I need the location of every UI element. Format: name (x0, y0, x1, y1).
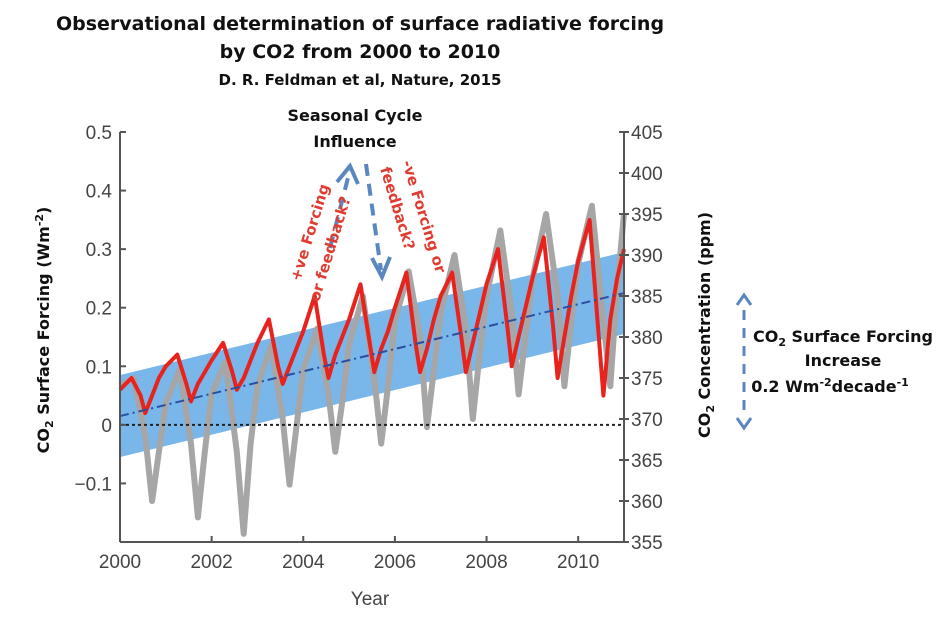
y-left-tick-label: 0.1 (86, 357, 112, 378)
concentration-series-layer (118, 202, 627, 537)
increase-line3: 0.2 Wm-2decade-1 (751, 376, 909, 396)
trend-line-layer (119, 292, 625, 418)
y-left-tick-label: −0.1 (74, 474, 112, 495)
forcing-series-line (118, 217, 626, 416)
y-right-tick-label: 365 (631, 451, 663, 472)
down-arrow-shaft (364, 163, 383, 271)
y-right-tick-label: 405 (631, 123, 663, 144)
increase-annotation: CO2 Surface Forcing Increase 0.2 Wm-2dec… (735, 292, 933, 431)
y-left-tick-label: 0.3 (86, 240, 112, 261)
x-tick-label: 2000 (99, 552, 141, 573)
increase-arrow-up-icon (735, 292, 753, 306)
y-left-tick-label: 0.5 (86, 123, 112, 144)
y-left-tick-label: 0.2 (86, 299, 112, 320)
increase-arrow-down-icon (735, 417, 753, 431)
increase-line2: Increase (805, 351, 882, 370)
seasonal-cycle-label-line2: Influence (313, 132, 396, 151)
axes-layer: −0.1 0 0.1 0.2 0.3 0.4 0.5 355 360 365 370 375 380 38… (74, 123, 662, 573)
y-right-tick-label: 400 (631, 164, 663, 185)
seasonal-arrows (328, 162, 392, 282)
positive-forcing-annotation: +ve Forcing or feedback? (287, 182, 355, 304)
x-tick-label: 2008 (465, 552, 507, 573)
up-arrow-head-icon (335, 162, 360, 185)
y-right-tick-label: 385 (631, 287, 663, 308)
seasonal-cycle-label-line1: Seasonal Cycle (288, 106, 423, 125)
y-left-tick-label: 0 (101, 416, 112, 437)
x-tick-label: 2004 (282, 552, 325, 573)
y-axis-left-label: CO2 Surface Forcing (Wm-2) (33, 207, 56, 454)
citation: D. R. Feldman et al, Nature, 2015 (219, 71, 502, 89)
x-tick-label: 2010 (557, 552, 599, 573)
x-tick-label: 2006 (374, 552, 416, 573)
trend-line (119, 292, 625, 418)
y-right-tick-label: 375 (631, 369, 663, 390)
x-axis-label: Year (351, 589, 390, 610)
forcing-series-layer (118, 217, 626, 416)
y-right-tick-label: 395 (631, 205, 663, 226)
y-right-tick-label: 355 (631, 533, 663, 554)
y-left-tick-label: 0.4 (86, 182, 113, 203)
y-right-tick-label: 370 (631, 410, 663, 431)
y-right-tick-label: 380 (631, 328, 663, 349)
increase-line1: CO2 Surface Forcing (753, 327, 933, 349)
y-right-tick-label: 390 (631, 246, 663, 267)
y-axis-right-label: CO2 Concentration (ppm) (695, 212, 717, 438)
x-tick-label: 2002 (190, 552, 232, 573)
down-arrow-head-icon (370, 256, 392, 282)
concentration-series-line (118, 202, 627, 537)
y-right-tick-label: 360 (631, 492, 663, 513)
chart-subtitle: by CO2 from 2000 to 2010 (220, 41, 501, 63)
chart-title: Observational determination of surface r… (56, 13, 664, 35)
up-arrow-shaft (328, 169, 352, 249)
